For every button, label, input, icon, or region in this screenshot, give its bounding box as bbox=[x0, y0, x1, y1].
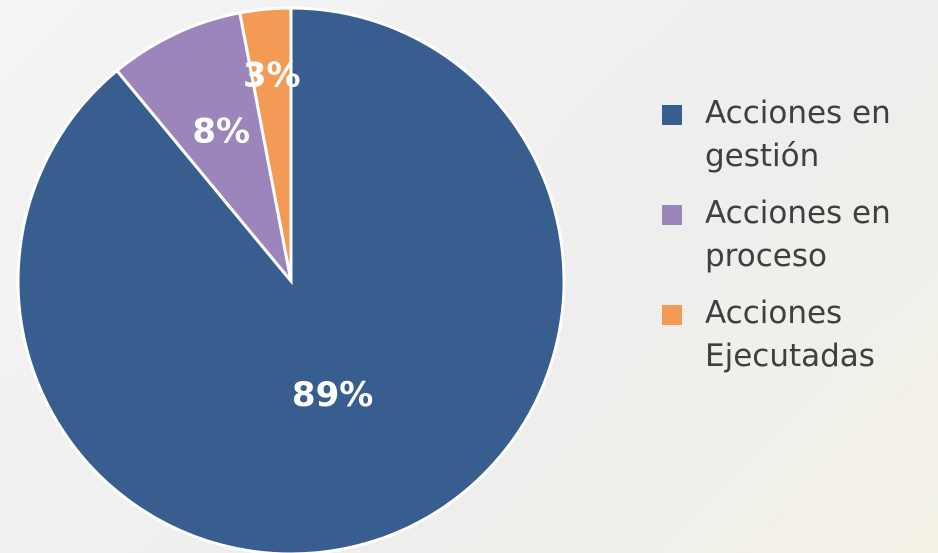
legend-label: Acciones Ejecutadas bbox=[705, 295, 875, 374]
pie-slice bbox=[238, 6, 293, 282]
legend-label: Acciones en gestión bbox=[705, 95, 891, 174]
legend: Acciones en gestión Acciones en proceso Ac… bbox=[662, 92, 932, 392]
legend-swatch bbox=[662, 105, 682, 125]
chart: 89% 8% 3% bbox=[16, 6, 566, 553]
legend-entry: Acciones en gestión bbox=[662, 92, 933, 178]
legend-entry: Acciones en proceso bbox=[662, 192, 933, 278]
data-label: 89% bbox=[292, 375, 373, 415]
data-label: 3% bbox=[243, 56, 301, 96]
pie-slice bbox=[114, 11, 293, 282]
data-label: 8% bbox=[192, 111, 250, 151]
legend-entry: Acciones Ejecutadas bbox=[662, 292, 933, 378]
legend-swatch bbox=[662, 305, 682, 325]
legend-swatch bbox=[662, 205, 682, 225]
legend-label: Acciones en proceso bbox=[705, 195, 891, 274]
